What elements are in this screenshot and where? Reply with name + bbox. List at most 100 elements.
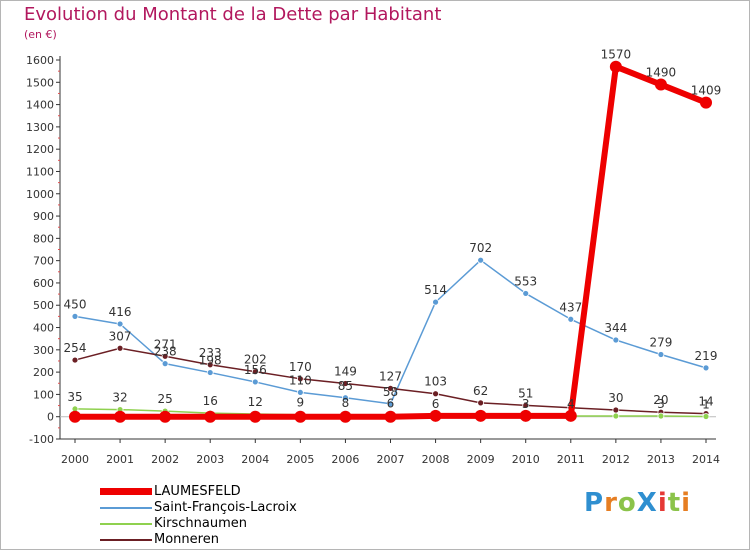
data-point-laumesfeld — [114, 410, 127, 423]
data-label-monneren: 103 — [424, 375, 447, 389]
data-point-kirschnaumen — [657, 412, 665, 420]
data-point-monneren — [251, 368, 259, 376]
data-label-kirschnaumen: 3 — [657, 397, 665, 411]
legend-swatch-kirschnaumen — [100, 523, 152, 525]
y-tick-label: 500 — [33, 299, 54, 312]
data-label-kirschnaumen: 8 — [342, 396, 350, 410]
data-label-laumesfeld: 1490 — [646, 66, 677, 80]
y-tick-label: 0 — [47, 411, 54, 424]
data-label-kirschnaumen: 1 — [702, 397, 710, 411]
data-point-laumesfeld — [654, 78, 667, 91]
data-label-monneren: 254 — [64, 341, 87, 355]
logo-letter: o — [617, 488, 637, 518]
data-point-saint-francois-lacroix — [522, 290, 530, 297]
data-point-saint-francois-lacroix — [657, 351, 665, 358]
y-tick-label: 1100 — [26, 165, 54, 178]
legend-label-laumesfeld: LAUMESFELD — [154, 484, 241, 499]
y-tick-label: 400 — [33, 322, 54, 335]
x-tick-label: 2013 — [647, 453, 675, 466]
proxiti-logo: ProXiti — [584, 488, 691, 518]
x-tick-label: 2003 — [196, 453, 224, 466]
data-point-monneren — [161, 352, 169, 360]
data-point-laumesfeld — [700, 96, 712, 109]
data-label-laumesfeld: 6 — [432, 397, 440, 411]
data-label-laumesfeld: 3 — [522, 397, 530, 411]
data-point-saint-francois-lacroix — [116, 320, 124, 328]
data-point-laumesfeld — [159, 410, 172, 423]
data-label-laumesfeld: 4 — [567, 397, 575, 411]
data-point-saint-francois-lacroix — [206, 369, 214, 376]
legend-swatch-monneren — [100, 539, 152, 541]
logo-letter: t — [667, 488, 682, 518]
data-point-saint-francois-lacroix — [387, 400, 394, 408]
data-label-saint-francois-lacroix: 553 — [514, 274, 537, 288]
data-point-kirschnaumen — [612, 412, 620, 420]
y-tick-label: 1600 — [26, 54, 54, 67]
x-tick-label: 2012 — [602, 453, 630, 466]
data-label-monneren: 307 — [109, 329, 132, 343]
data-label-saint-francois-lacroix: 156 — [244, 363, 267, 377]
logo-letter: r — [604, 488, 618, 518]
data-label-saint-francois-lacroix: 437 — [559, 300, 582, 314]
data-label-saint-francois-lacroix: 219 — [695, 349, 718, 363]
data-point-monneren — [71, 356, 79, 364]
y-tick-label: 1500 — [26, 76, 54, 89]
data-point-saint-francois-lacroix — [702, 364, 710, 372]
x-tick-label: 2002 — [151, 453, 179, 466]
x-tick-label: 2007 — [377, 453, 405, 466]
data-label-saint-francois-lacroix: 110 — [289, 373, 312, 387]
x-tick-label: 2001 — [106, 453, 134, 466]
data-label-kirschnaumen: 6 — [387, 396, 395, 410]
y-tick-label: 800 — [33, 232, 54, 245]
data-label-kirschnaumen: 25 — [158, 392, 173, 406]
y-tick-label: 1200 — [26, 143, 54, 156]
y-tick-label: 300 — [33, 344, 54, 357]
logo-letter: i — [681, 488, 692, 518]
data-label-monneren: 14 — [698, 395, 713, 409]
data-label-kirschnaumen: 12 — [248, 395, 263, 409]
data-point-laumesfeld — [204, 410, 217, 423]
data-point-monneren — [387, 384, 394, 392]
data-point-laumesfeld — [564, 409, 577, 422]
data-point-saint-francois-lacroix — [342, 394, 349, 402]
data-label-saint-francois-lacroix: 58 — [383, 385, 398, 399]
data-point-laumesfeld — [429, 409, 442, 422]
data-label-monneren: 170 — [289, 360, 312, 374]
data-label-monneren: 30 — [608, 391, 623, 405]
chart-title: Evolution du Montant de la Dette par Hab… — [24, 4, 442, 25]
data-label-saint-francois-lacroix: 416 — [109, 305, 132, 319]
data-point-monneren — [432, 390, 439, 398]
data-point-saint-francois-lacroix — [612, 336, 620, 344]
data-label-monneren: 202 — [244, 353, 267, 367]
data-point-laumesfeld — [384, 410, 397, 423]
data-point-saint-francois-lacroix — [477, 256, 485, 264]
data-point-monneren — [477, 399, 485, 407]
x-tick-label: 2006 — [331, 453, 359, 466]
x-tick-label: 2008 — [422, 453, 450, 466]
data-point-laumesfeld — [249, 410, 262, 423]
data-point-laumesfeld — [519, 409, 532, 422]
data-label-saint-francois-lacroix: 344 — [604, 321, 627, 335]
chart-subtitle: (en €) — [24, 28, 57, 41]
data-label-saint-francois-lacroix: 238 — [154, 345, 177, 359]
x-tick-label: 2010 — [512, 453, 540, 466]
y-tick-label: 1000 — [26, 188, 54, 201]
x-tick-label: 2009 — [467, 453, 495, 466]
x-tick-label: 2000 — [61, 453, 89, 466]
data-point-laumesfeld — [294, 410, 307, 423]
data-label-saint-francois-lacroix: 702 — [469, 241, 492, 255]
legend-label-kirschnaumen: Kirschnaumen — [154, 516, 247, 531]
legend-swatch-laumesfeld — [100, 488, 152, 495]
data-point-monneren — [612, 406, 620, 414]
data-label-saint-francois-lacroix: 514 — [424, 283, 447, 297]
legend-label-saint-francois-lacroix: Saint-François-Lacroix — [154, 500, 297, 515]
data-label-saint-francois-lacroix: 279 — [649, 336, 672, 350]
data-point-laumesfeld — [609, 60, 622, 73]
data-point-laumesfeld — [474, 409, 487, 422]
data-point-monneren — [206, 361, 214, 369]
y-tick-label: 100 — [33, 388, 54, 401]
data-point-saint-francois-lacroix — [432, 298, 439, 306]
data-label-monneren: 233 — [199, 346, 222, 360]
x-tick-label: 2014 — [692, 453, 720, 466]
legend-label-monneren: Monneren — [154, 532, 219, 547]
